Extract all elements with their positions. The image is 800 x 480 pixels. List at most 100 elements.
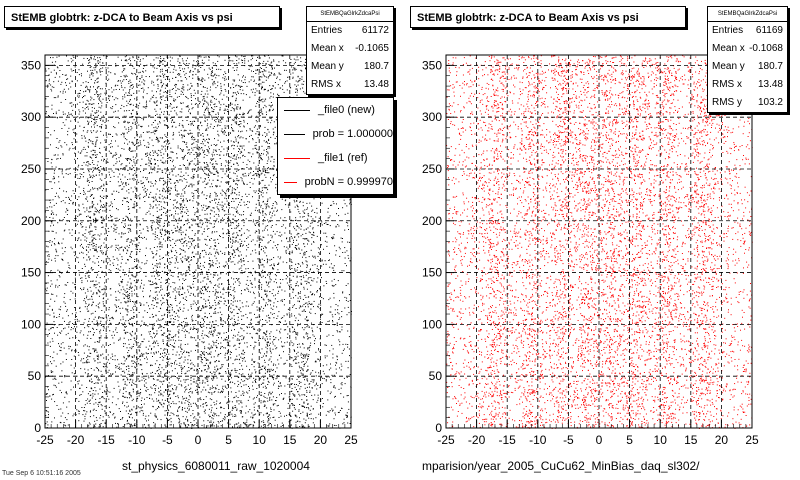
- data-point: [308, 347, 310, 349]
- data-point: [45, 282, 47, 284]
- data-point: [99, 61, 101, 63]
- data-point: [86, 58, 88, 59]
- data-point: [260, 352, 261, 354]
- data-point: [71, 115, 73, 117]
- data-point: [154, 101, 156, 103]
- data-point: [213, 274, 215, 276]
- data-point: [179, 73, 181, 75]
- data-point: [137, 390, 139, 392]
- data-point: [160, 102, 162, 104]
- data-point: [200, 356, 202, 358]
- data-point: [197, 332, 199, 334]
- data-point: [349, 260, 351, 262]
- data-point: [262, 236, 264, 238]
- data-point: [127, 291, 128, 293]
- data-point: [93, 415, 95, 417]
- data-point: [272, 203, 274, 204]
- data-point: [121, 418, 123, 420]
- data-point: [151, 96, 153, 98]
- data-point: [294, 395, 296, 397]
- data-point: [165, 229, 167, 231]
- data-point: [168, 239, 170, 241]
- data-point: [262, 263, 264, 265]
- data-point: [202, 133, 204, 134]
- data-point: [295, 308, 297, 309]
- data-point: [240, 235, 242, 237]
- data-point: [261, 187, 263, 189]
- data-point: [209, 363, 211, 365]
- data-point: [232, 406, 234, 408]
- data-point: [180, 234, 182, 236]
- data-point: [201, 209, 203, 211]
- data-point: [231, 277, 232, 279]
- data-point: [156, 294, 158, 296]
- data-point: [55, 154, 56, 156]
- data-point: [115, 327, 117, 329]
- data-point: [135, 193, 136, 195]
- data-point: [163, 75, 165, 77]
- data-point: [297, 243, 299, 245]
- data-point: [276, 306, 278, 308]
- data-point: [240, 293, 242, 295]
- data-point: [122, 286, 124, 288]
- data-point: [169, 271, 171, 273]
- data-point: [45, 111, 47, 113]
- data-point: [262, 73, 264, 75]
- data-point: [292, 305, 294, 307]
- data-point: [269, 344, 270, 346]
- data-point: [191, 316, 193, 318]
- data-point: [156, 333, 158, 335]
- data-point: [308, 240, 310, 242]
- data-point: [66, 310, 68, 312]
- data-point: [186, 78, 188, 80]
- data-point: [174, 166, 176, 168]
- data-point: [238, 339, 240, 341]
- data-point: [107, 120, 109, 122]
- data-point: [56, 279, 58, 281]
- data-point: [262, 365, 264, 367]
- data-point: [317, 305, 319, 307]
- data-point: [298, 393, 300, 395]
- data-point: [115, 140, 116, 142]
- data-point: [182, 327, 184, 329]
- data-point: [55, 61, 57, 63]
- data-point: [187, 98, 189, 100]
- data-point: [267, 119, 269, 121]
- data-point: [82, 391, 84, 393]
- data-point: [83, 135, 85, 137]
- data-point: [217, 175, 219, 177]
- data-point: [170, 178, 171, 180]
- data-point: [300, 270, 302, 272]
- data-point: [229, 271, 230, 273]
- data-point: [159, 61, 161, 63]
- data-point: [139, 251, 141, 253]
- data-point: [309, 225, 311, 227]
- data-point: [128, 95, 130, 96]
- data-point: [238, 373, 240, 375]
- data-point: [202, 181, 204, 183]
- data-point: [232, 304, 234, 306]
- data-point: [220, 425, 222, 427]
- data-point: [263, 81, 265, 83]
- data-point: [181, 149, 183, 151]
- data-point: [253, 347, 255, 348]
- data-point: [94, 207, 96, 209]
- data-point: [233, 141, 234, 143]
- data-point: [264, 76, 266, 78]
- data-point: [253, 71, 254, 72]
- data-point: [96, 377, 98, 379]
- data-point: [170, 188, 172, 190]
- data-point: [68, 112, 70, 114]
- data-point: [160, 281, 162, 283]
- data-point: [137, 159, 139, 161]
- data-point: [215, 387, 217, 389]
- data-point: [133, 312, 135, 314]
- data-point: [317, 290, 318, 291]
- data-point: [306, 378, 308, 380]
- data-point: [349, 198, 351, 200]
- data-point: [183, 188, 185, 190]
- data-point: [322, 313, 324, 315]
- data-point: [238, 260, 240, 262]
- data-point: [244, 62, 246, 64]
- data-point: [205, 128, 207, 130]
